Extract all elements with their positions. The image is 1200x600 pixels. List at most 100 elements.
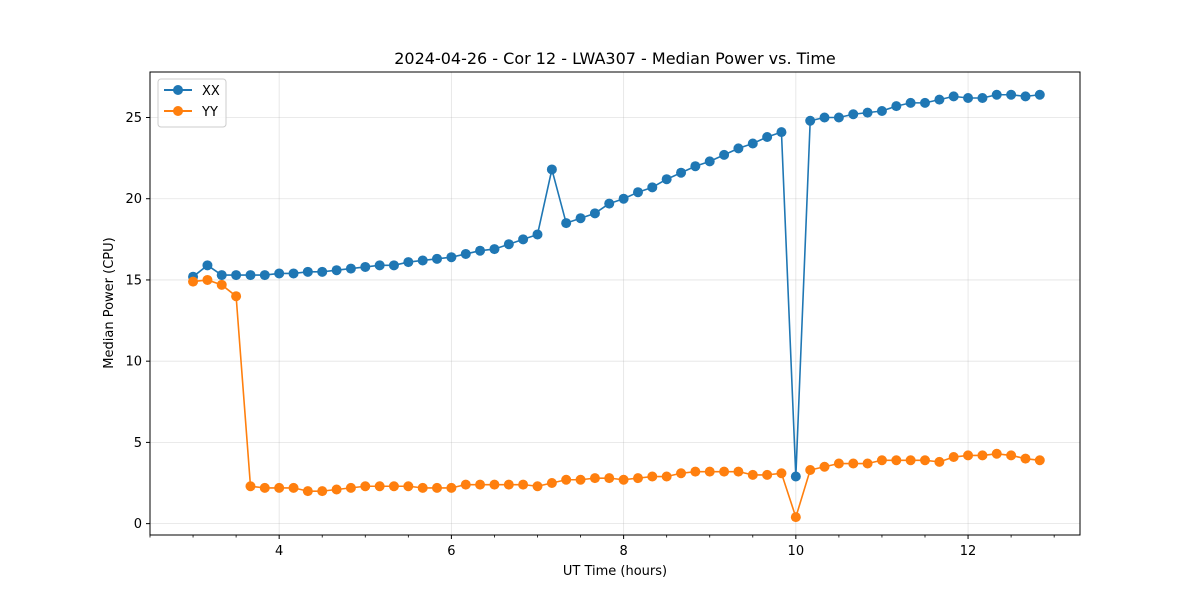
data-point-yy	[317, 486, 328, 497]
data-point-xx	[790, 471, 801, 482]
data-point-xx	[934, 94, 945, 105]
data-point-xx	[403, 257, 414, 268]
data-point-xx	[360, 261, 371, 272]
legend: XX YY	[157, 78, 227, 128]
data-point-xx	[331, 265, 342, 276]
data-point-yy	[345, 482, 356, 493]
data-point-yy	[231, 291, 242, 302]
x-tick-label: 8	[619, 544, 627, 559]
data-point-xx	[274, 268, 285, 279]
data-point-xx	[575, 213, 586, 224]
data-point-xx	[733, 143, 744, 154]
data-point-xx	[345, 263, 356, 274]
data-point-yy	[188, 276, 199, 287]
data-point-yy	[1020, 453, 1031, 464]
series-layer	[188, 89, 1045, 523]
data-point-yy	[1006, 450, 1017, 461]
data-point-xx	[202, 260, 213, 271]
data-point-yy	[991, 448, 1002, 459]
data-point-xx	[963, 92, 974, 103]
x-tick-label: 10	[788, 544, 805, 559]
data-point-yy	[259, 482, 270, 493]
data-point-yy	[632, 473, 643, 484]
data-point-xx	[518, 234, 529, 245]
data-point-xx	[216, 270, 227, 281]
series-yy	[188, 274, 1045, 523]
legend-label-yy: YY	[201, 105, 218, 120]
series-line-yy	[192, 279, 1040, 518]
data-point-yy	[503, 479, 514, 490]
data-point-yy	[475, 479, 486, 490]
data-point-xx	[704, 156, 715, 167]
data-point-xx	[891, 101, 902, 112]
data-point-xx	[259, 270, 270, 281]
data-point-yy	[848, 458, 859, 469]
data-point-xx	[690, 161, 701, 172]
data-point-yy	[719, 466, 730, 477]
legend-label-xx: XX	[202, 84, 220, 99]
data-point-yy	[704, 466, 715, 477]
data-point-yy	[690, 466, 701, 477]
data-point-xx	[432, 253, 443, 264]
data-point-yy	[819, 461, 830, 472]
series-line-xx	[192, 93, 1040, 478]
plot-frame	[149, 71, 1081, 536]
legend-marker-xx	[173, 85, 183, 95]
y-tick-label: 20	[125, 192, 142, 207]
data-point-yy	[589, 473, 600, 484]
axis-layer: 0 5 10 15 20 25 4 6 8 10 12	[125, 111, 1055, 559]
data-point-xx	[1006, 89, 1017, 100]
data-point-yy	[733, 466, 744, 477]
data-point-xx	[589, 208, 600, 219]
x-axis-label: UT Time (hours)	[563, 564, 667, 579]
data-point-xx	[991, 89, 1002, 100]
data-point-yy	[216, 279, 227, 290]
data-point-yy	[274, 482, 285, 493]
data-point-yy	[460, 479, 471, 490]
data-point-xx	[647, 182, 658, 193]
data-point-yy	[776, 468, 787, 479]
data-point-yy	[661, 471, 672, 482]
data-point-xx	[317, 266, 328, 277]
x-tick-label: 12	[960, 544, 977, 559]
data-point-yy	[202, 274, 213, 285]
data-point-yy	[532, 481, 543, 492]
data-point-yy	[891, 455, 902, 466]
data-point-xx	[1020, 91, 1031, 102]
data-point-xx	[231, 270, 242, 281]
data-point-yy	[518, 479, 529, 490]
data-point-xx	[388, 260, 399, 271]
data-point-yy	[302, 486, 313, 497]
data-point-yy	[288, 482, 299, 493]
data-point-yy	[489, 479, 500, 490]
data-point-yy	[862, 458, 873, 469]
data-point-xx	[1034, 89, 1045, 100]
data-point-xx	[776, 127, 787, 138]
data-point-xx	[460, 248, 471, 259]
data-point-xx	[546, 164, 557, 175]
data-point-xx	[819, 112, 830, 123]
data-point-yy	[618, 474, 629, 485]
data-point-xx	[417, 255, 428, 266]
data-point-xx	[747, 138, 758, 149]
data-point-xx	[719, 149, 730, 160]
data-point-yy	[432, 482, 443, 493]
data-point-xx	[905, 97, 916, 108]
data-point-xx	[489, 244, 500, 255]
data-point-xx	[862, 107, 873, 118]
data-point-yy	[575, 474, 586, 485]
data-point-yy	[963, 450, 974, 461]
data-point-xx	[676, 167, 687, 178]
data-point-yy	[331, 484, 342, 495]
data-point-xx	[288, 268, 299, 279]
data-point-yy	[934, 456, 945, 467]
data-point-xx	[245, 270, 256, 281]
data-point-xx	[805, 115, 816, 126]
data-point-yy	[905, 455, 916, 466]
chart-title: 2024-04-26 - Cor 12 - LWA307 - Median Po…	[394, 49, 836, 68]
data-point-yy	[446, 482, 457, 493]
legend-marker-yy	[173, 106, 183, 116]
data-point-yy	[245, 481, 256, 492]
y-tick-label: 0	[134, 517, 142, 532]
